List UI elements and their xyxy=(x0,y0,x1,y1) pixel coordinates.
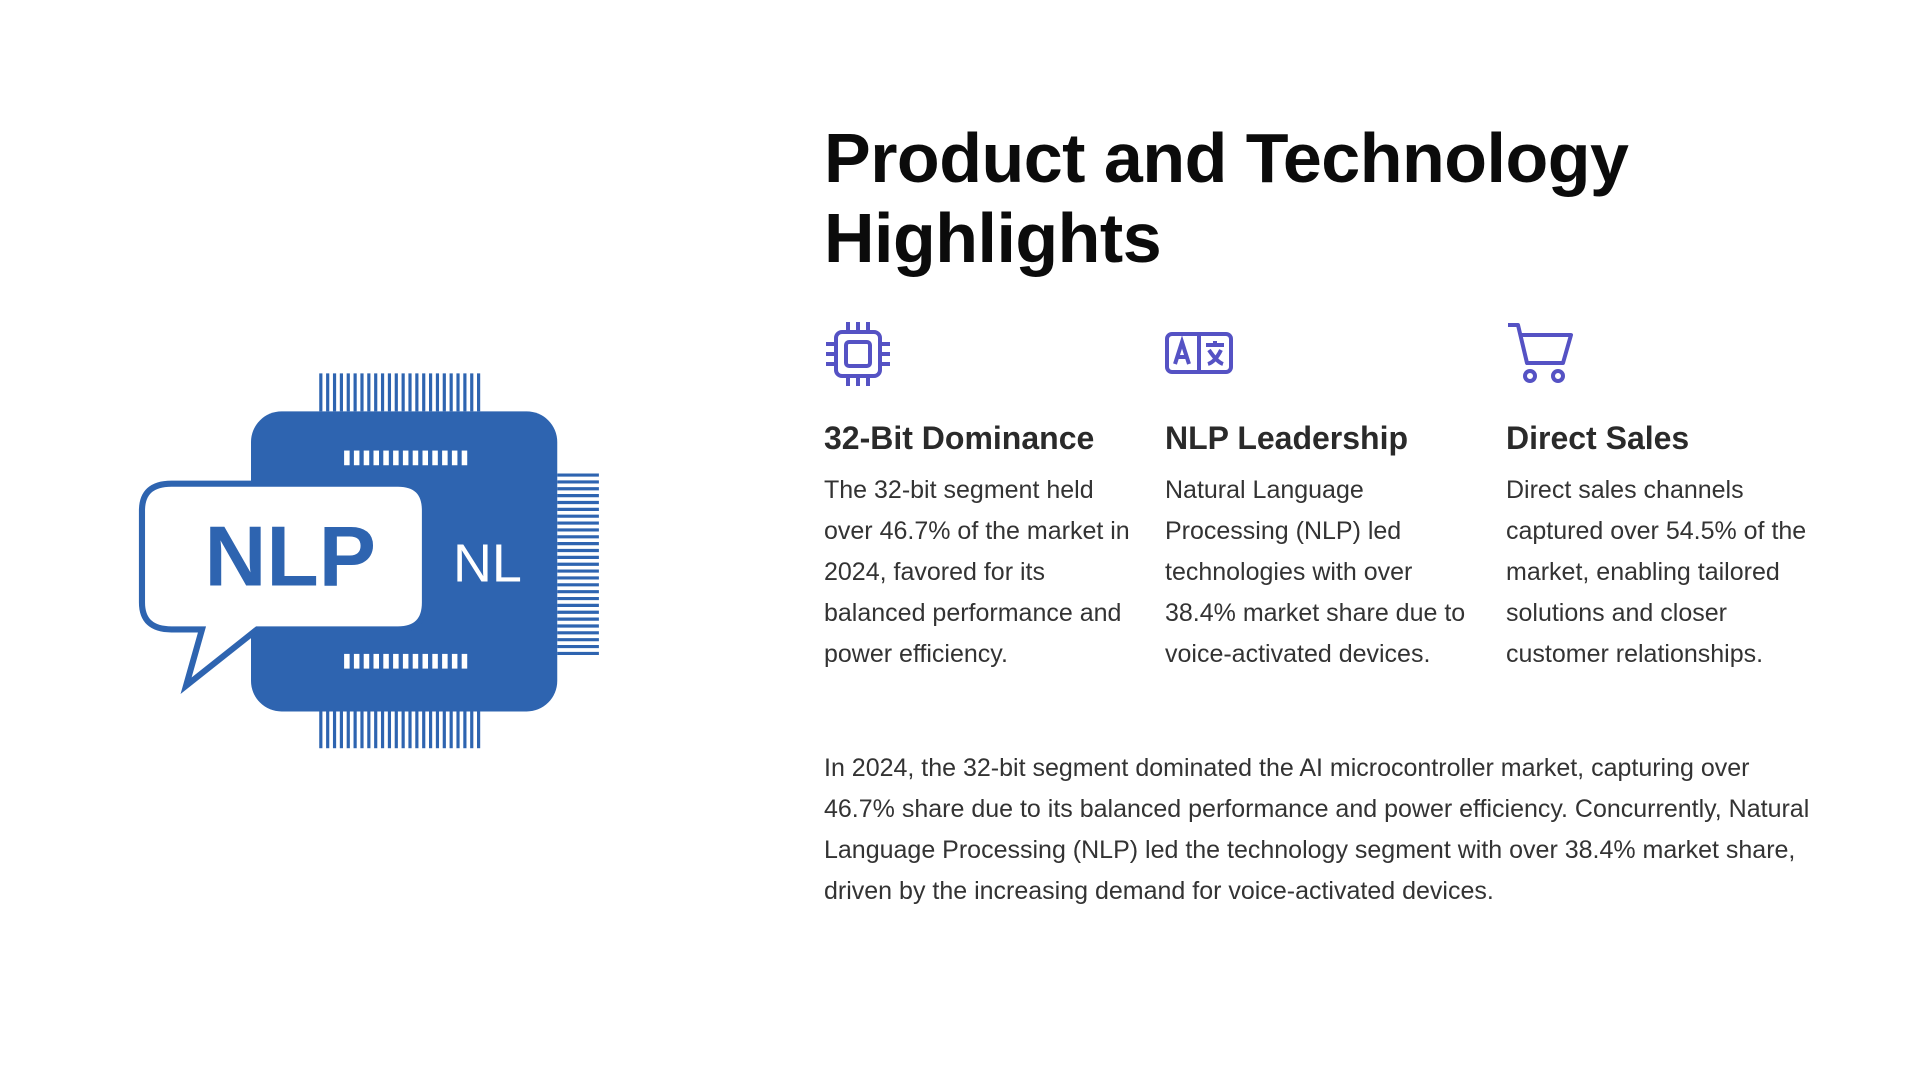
chip-detail xyxy=(442,653,448,669)
chip-detail xyxy=(432,653,438,669)
chip-detail xyxy=(373,653,380,669)
chip-detail xyxy=(432,450,438,466)
chip-detail xyxy=(363,653,370,669)
chip-icon xyxy=(826,322,890,386)
summary-paragraph: In 2024, the 32-bit segment dominated th… xyxy=(824,754,1810,905)
chip-detail xyxy=(451,450,458,466)
nlp-chip-illustration: NLP NL xyxy=(138,373,599,749)
chip-detail xyxy=(393,653,399,669)
chip-detail xyxy=(353,653,360,669)
speech-bubble xyxy=(138,480,429,695)
chip-detail xyxy=(461,450,468,466)
card: Direct Sales Direct sales channels captu… xyxy=(1506,320,1816,675)
card-text: Natural Language Processing (NLP) led te… xyxy=(1165,476,1466,668)
chip-detail xyxy=(451,653,458,669)
chip-detail xyxy=(353,450,360,466)
card: NLP Leadership Natural Language Processi… xyxy=(1165,320,1475,675)
chip-detail xyxy=(344,653,350,669)
chip-detail xyxy=(412,450,419,466)
cart-icon xyxy=(1508,323,1573,383)
card-text: Direct sales channels captured over 54.5… xyxy=(1506,476,1807,668)
card: 32-Bit Dominance The 32-bit segment held… xyxy=(824,320,1134,675)
chip-detail xyxy=(383,450,389,466)
card-heading: Direct Sales xyxy=(1506,420,1690,456)
card-heading: 32-Bit Dominance xyxy=(824,420,1095,456)
chip-detail xyxy=(461,653,468,669)
chip-detail xyxy=(422,450,429,466)
chip-detail xyxy=(393,450,399,466)
slide-title: Product and Technology Highlights xyxy=(824,119,1629,277)
chip-detail xyxy=(344,450,350,466)
chip-detail xyxy=(373,450,380,466)
translate-icon xyxy=(1165,332,1233,374)
illustration-label: NL xyxy=(453,534,522,594)
card-heading: NLP Leadership xyxy=(1165,420,1409,456)
chip-detail xyxy=(422,653,429,669)
chip-detail xyxy=(383,653,389,669)
chip-detail xyxy=(442,450,448,466)
chip-detail xyxy=(402,450,409,466)
chip-detail xyxy=(363,450,370,466)
illustration-label: NLP xyxy=(204,508,376,604)
card-text: The 32-bit segment held over 46.7% of th… xyxy=(824,476,1130,668)
chip-detail xyxy=(402,653,409,669)
chip-detail xyxy=(412,653,419,669)
